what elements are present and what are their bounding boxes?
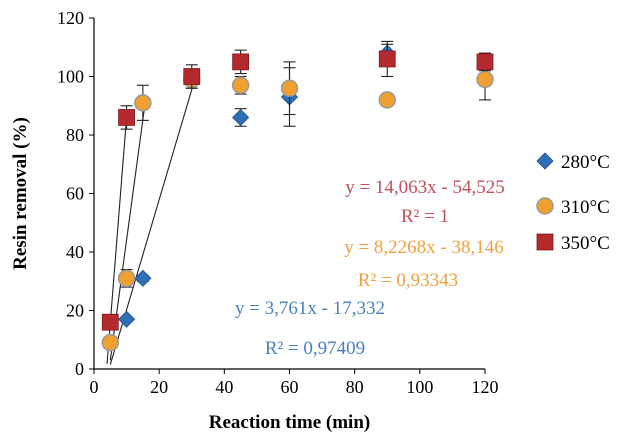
data-point — [101, 333, 120, 352]
r-squared-label: R² = 0,93343 — [358, 270, 458, 291]
y-tick-label: 60 — [66, 184, 84, 204]
legend-marker — [536, 233, 554, 251]
trendline-equation: y = 14,063x - 54,525 — [345, 177, 505, 198]
data-point — [476, 70, 494, 89]
data-point — [378, 50, 396, 68]
data-point — [118, 109, 135, 126]
y-tick-label: 120 — [57, 8, 84, 28]
plot-area — [101, 40, 494, 365]
r-squared-label: R² = 0,97409 — [265, 338, 365, 359]
trendline-equation: y = 3,761x - 17,332 — [235, 298, 385, 319]
legend-marker — [536, 197, 554, 215]
data-point — [134, 269, 152, 287]
data-point — [134, 94, 152, 112]
y-tick-label: 20 — [66, 301, 84, 321]
data-point — [280, 79, 299, 97]
trendline-equations: y = 3,761x - 17,332 R² = 0,97409 y = 8,226… — [235, 177, 505, 359]
x-tick-label: 80 — [346, 377, 364, 397]
y-tick-label: 100 — [57, 67, 84, 87]
legend-label: 280°C — [561, 152, 610, 173]
data-point — [231, 76, 250, 95]
y-tick-label: 40 — [66, 242, 84, 262]
data-point — [183, 68, 201, 85]
x-tick-label: 0 — [90, 377, 99, 397]
x-axis-title: Reaction time (min) — [209, 412, 370, 433]
x-tick-label: 20 — [150, 377, 168, 397]
trendline-equation: y = 8,2268x - 38,146 — [344, 237, 504, 258]
data-point — [232, 108, 250, 127]
y-axis-ticks: 0 20 40 60 80 100 120 — [57, 8, 94, 379]
x-tick-label: 60 — [281, 377, 299, 397]
legend-label: 350°C — [561, 233, 610, 254]
x-tick-label: 120 — [472, 377, 499, 397]
data-point — [117, 269, 136, 288]
series-square — [101, 40, 494, 331]
y-axis-title: Resin removal (%) — [10, 117, 31, 270]
data-point — [101, 313, 119, 331]
data-point — [232, 53, 250, 71]
data-point — [118, 310, 136, 328]
legend-label: 310°C — [561, 197, 610, 218]
data-point — [476, 53, 494, 71]
y-tick-label: 80 — [66, 125, 84, 145]
x-tick-label: 40 — [215, 377, 233, 397]
y-tick-label: 0 — [75, 359, 84, 379]
r-squared-label: R² = 1 — [401, 206, 449, 227]
x-axis-ticks: 0 20 40 60 80 100 120 — [90, 369, 499, 397]
legend-marker — [536, 152, 554, 170]
x-tick-label: 100 — [406, 377, 433, 397]
legend: 280°C 310°C 350°C — [536, 152, 610, 254]
data-point — [378, 91, 396, 109]
